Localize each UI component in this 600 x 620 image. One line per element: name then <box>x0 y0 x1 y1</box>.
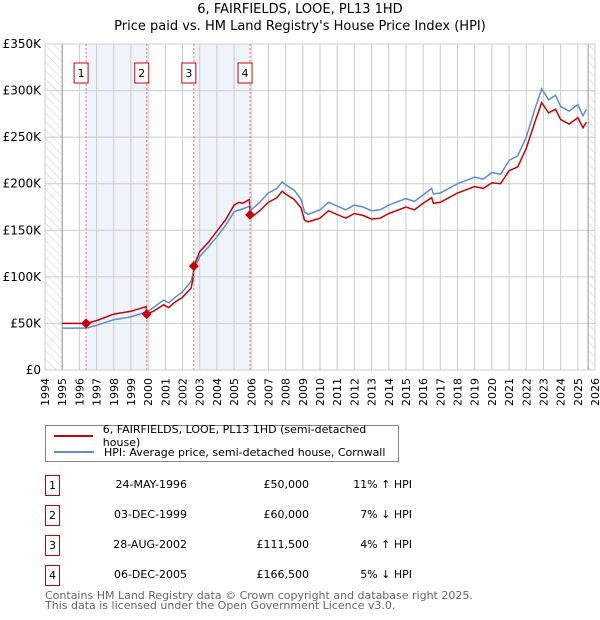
x-tick-label: 1999 <box>125 378 138 406</box>
transaction-number: 4 <box>45 565 60 586</box>
chart-legend: 6, FAIRFIELDS, LOOE, PL13 1HD (semi-deta… <box>45 423 399 462</box>
footer-licence: This data is licensed under the Open Gov… <box>45 599 396 612</box>
y-tick-label: £250K <box>3 130 43 144</box>
chart-title: 6, FAIRFIELDS, LOOE, PL13 1HD <box>197 2 403 17</box>
transaction-price: £50,000 <box>263 478 310 491</box>
x-tick-label: 2000 <box>142 378 155 406</box>
sale-point <box>81 318 92 329</box>
x-tick-label: 2001 <box>159 378 172 406</box>
sale-label-box <box>237 62 253 84</box>
x-tick-label: 2018 <box>452 378 465 406</box>
legend-label: HPI: Average price, semi-detached house,… <box>104 445 386 459</box>
x-tick-label: 2004 <box>211 378 224 406</box>
x-tick-label: 2009 <box>297 378 310 406</box>
y-tick-label: £150K <box>3 223 43 237</box>
x-tick-label: 2002 <box>177 378 190 406</box>
y-tick-label: £50K <box>10 316 42 330</box>
transaction-row: 1 24-MAY-1996 £50,000 11% ↑ HPI <box>45 475 445 497</box>
sale-point <box>188 261 199 272</box>
x-tick-label: 2024 <box>555 378 568 406</box>
x-tick-label: 2008 <box>280 378 293 406</box>
legend-swatch-blue <box>54 451 94 453</box>
shaded-period <box>193 44 251 370</box>
x-tick-label: 2025 <box>572 378 585 406</box>
transaction-row: 3 28-AUG-2002 £111,500 4% ↑ HPI <box>45 535 445 557</box>
transaction-date: 06-DEC-2005 <box>113 568 187 581</box>
x-tick-label: 2007 <box>262 378 275 406</box>
x-tick-label: 2015 <box>400 378 413 406</box>
transaction-date: 28-AUG-2002 <box>113 538 187 551</box>
hatched-region <box>588 44 595 370</box>
sale-label: 3 <box>185 67 192 80</box>
legend-item-hpi: HPI: Average price, semi-detached house,… <box>54 444 385 460</box>
hpi-series-line <box>62 86 588 329</box>
x-tick-label: 2005 <box>228 378 241 406</box>
legend-label: 6, FAIRFIELDS, LOOE, PL13 1HD (semi-deta… <box>102 423 367 449</box>
transaction-row: 2 03-DEC-1999 £60,000 7% ↓ HPI <box>45 505 445 527</box>
x-tick-label: 1995 <box>56 378 69 406</box>
transaction-number: 3 <box>45 535 60 556</box>
legend-item-property: 6, FAIRFIELDS, LOOE, PL13 1HD (semi-deta… <box>54 423 398 449</box>
x-tick-label: 2012 <box>348 378 361 406</box>
sale-label: 2 <box>138 67 145 80</box>
x-tick-label: 2026 <box>589 378 600 406</box>
hatched-region <box>45 44 63 370</box>
transaction-price: £60,000 <box>263 508 310 521</box>
chart-plot: 1 2 3 4 1994 1995 1996 1997 1998 1999 2000 2001 2002… <box>3 37 600 406</box>
sale-label: 4 <box>242 67 249 80</box>
transaction-hpi-diff: 11% ↑ HPI <box>353 478 412 491</box>
transaction-number: 1 <box>45 475 60 496</box>
x-tick-label: 2020 <box>486 378 499 406</box>
sale-label-box <box>181 62 197 84</box>
chart-subtitle: Price paid vs. HM Land Registry's House … <box>114 19 486 34</box>
transaction-row: 4 06-DEC-2005 £166,500 5% ↓ HPI <box>45 565 445 587</box>
x-tick-label: 1994 <box>39 378 52 406</box>
x-tick-label: 2022 <box>520 378 533 406</box>
footer-copyright: Contains HM Land Registry data © Crown c… <box>45 589 473 602</box>
y-tick-label: £200K <box>3 177 43 191</box>
x-tick-label: 2010 <box>314 378 327 406</box>
y-tick-label: £0 <box>26 363 41 377</box>
transaction-hpi-diff: 4% ↑ HPI <box>360 538 412 551</box>
transaction-date: 24-MAY-1996 <box>115 478 187 491</box>
transaction-hpi-diff: 5% ↓ HPI <box>360 568 412 581</box>
x-tick-label: 2013 <box>366 378 379 406</box>
x-tick-label: 2019 <box>469 378 482 406</box>
price-paid-series-line <box>62 101 588 325</box>
x-tick-label: 1996 <box>73 378 86 406</box>
legend-swatch-red <box>54 435 93 437</box>
sale-label-box <box>134 62 150 84</box>
transaction-price: £166,500 <box>256 568 310 581</box>
x-tick-label: 2021 <box>503 378 516 406</box>
x-tick-label: 2011 <box>331 378 344 406</box>
x-tick-label: 2006 <box>245 378 258 406</box>
y-tick-label: £100K <box>3 270 43 284</box>
x-tick-label: 2023 <box>537 378 550 406</box>
transaction-price: £111,500 <box>256 538 310 551</box>
x-tick-label: 2017 <box>434 378 447 406</box>
x-tick-label: 1998 <box>108 378 121 406</box>
sale-point <box>245 209 256 220</box>
x-tick-label: 1997 <box>91 378 104 406</box>
x-tick-label: 2016 <box>417 378 430 406</box>
sale-label-box <box>73 62 89 84</box>
y-tick-label: £300K <box>3 84 43 98</box>
y-tick-label: £350K <box>3 37 43 51</box>
transaction-date: 03-DEC-1999 <box>113 508 187 521</box>
x-tick-label: 2003 <box>194 378 207 406</box>
x-tick-label: 2014 <box>383 378 396 406</box>
sale-point <box>141 309 152 320</box>
transaction-hpi-diff: 7% ↓ HPI <box>360 508 412 521</box>
transaction-number: 2 <box>45 505 60 526</box>
sale-label: 1 <box>78 67 85 80</box>
